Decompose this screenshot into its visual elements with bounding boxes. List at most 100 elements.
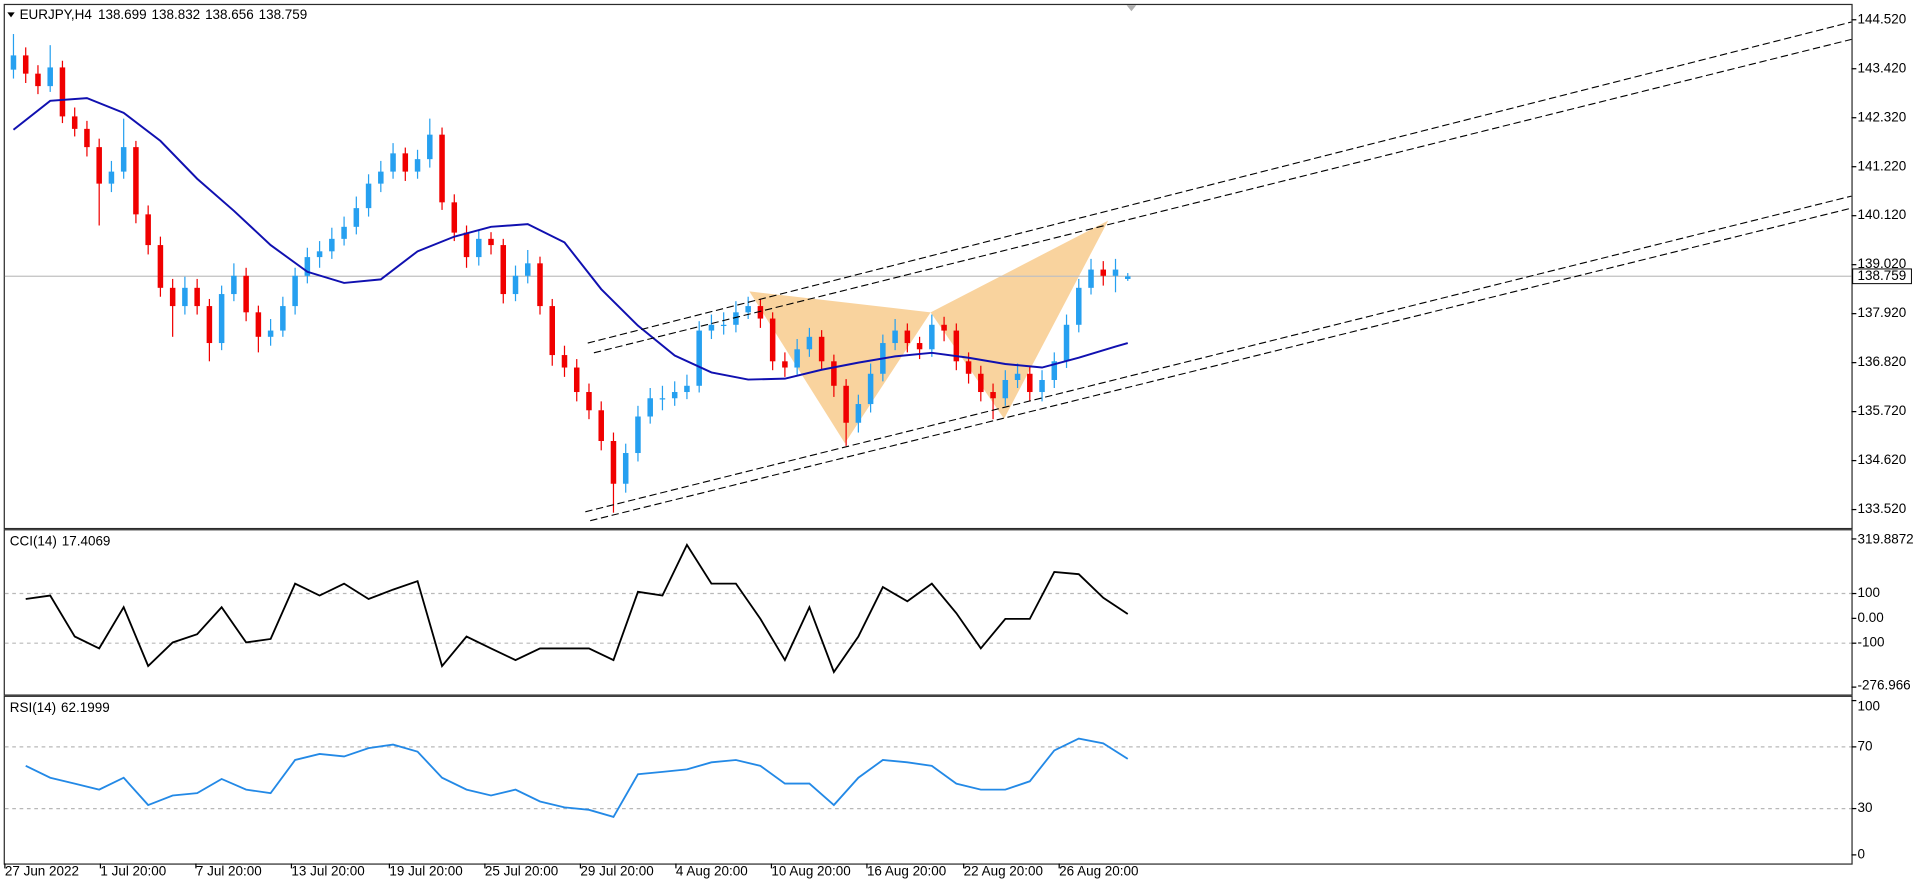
candle-body: [378, 171, 384, 184]
x-tick-label: 7 Jul 20:00: [196, 864, 262, 879]
candle-body: [133, 147, 139, 215]
candle-body: [1112, 269, 1119, 276]
y-tick-label: 142.320: [1858, 109, 1907, 124]
candle-body: [696, 330, 702, 386]
candle-body: [59, 67, 66, 117]
x-tick-label: 13 Jul 20:00: [291, 864, 364, 879]
candle-body: [500, 245, 507, 295]
candle-body: [439, 134, 445, 203]
candle-body: [794, 349, 800, 368]
x-tick-label: 16 Aug 20:00: [867, 864, 946, 879]
candle-body: [904, 330, 911, 344]
candle-body: [169, 287, 176, 307]
panel-borders: [3, 3, 1853, 865]
indicator-line: [25, 737, 1129, 819]
candle-body: [427, 134, 433, 160]
candle-body: [1014, 373, 1021, 380]
candle-body: [733, 312, 739, 325]
candle-body: [231, 275, 237, 295]
indicator-name: CCI(14): [10, 533, 57, 548]
candle-body: [806, 336, 813, 350]
menu-triangle: [7, 12, 15, 18]
candle-body: [390, 153, 396, 172]
candle-body: [120, 147, 127, 172]
y-tick-label: -100: [1858, 635, 1885, 650]
candle-body: [916, 343, 923, 350]
x-tick-label: 1 Jul 20:00: [100, 864, 166, 879]
channel-line: [585, 195, 1852, 513]
candle-body: [867, 373, 874, 405]
candle-body: [843, 385, 849, 423]
harmonic-pattern: [749, 291, 931, 444]
symbol: EURJPY,H4: [20, 6, 93, 21]
candle-body: [157, 245, 164, 288]
y-tick-label: 144.520: [1858, 11, 1907, 26]
x-tick-label: 22 Aug 20:00: [964, 864, 1043, 879]
x-tick-label: 19 Jul 20:00: [389, 864, 462, 879]
candle-body: [610, 441, 617, 484]
candle-body: [745, 306, 751, 313]
candle-body: [476, 238, 482, 258]
candle-body: [1063, 324, 1070, 362]
candle-body: [990, 392, 996, 399]
rsi-panel-border: [3, 695, 1853, 865]
y-tick-label: 319.8872: [1858, 532, 1914, 547]
x-tick-label: 4 Aug 20:00: [676, 864, 748, 879]
candle-body: [1125, 276, 1131, 279]
candle-body: [647, 398, 653, 417]
candle-body: [929, 324, 935, 350]
candle-body: [145, 214, 151, 246]
candle-body: [280, 306, 286, 331]
candle-body: [451, 202, 458, 233]
candle-body: [255, 312, 262, 337]
moving-average: [12, 97, 1129, 381]
candle-body: [598, 410, 604, 441]
y-tick-label: -276.966: [1858, 677, 1911, 692]
panel-2: 0 30 70 100 27 Jun 2022 1 Jul 20:00 7 Jul 20:0…: [4, 698, 1880, 879]
candle-body: [182, 287, 188, 307]
y-tick-label: 135.720: [1858, 403, 1907, 418]
candle-body: [292, 275, 298, 307]
candle-body: [622, 453, 629, 484]
candle-body: [855, 404, 862, 423]
candle-body: [720, 324, 727, 327]
candle-body: [108, 171, 115, 184]
candle-body: [671, 392, 678, 399]
harmonic-pattern: [930, 220, 1109, 419]
y-tick-label: 133.520: [1858, 501, 1907, 516]
candle-body: [84, 128, 90, 148]
candle-body: [1100, 269, 1107, 276]
candle-body: [818, 336, 825, 362]
candle-body: [965, 361, 972, 374]
current-price-box: [1852, 268, 1912, 285]
x-tick-label: 26 Aug 20:00: [1059, 864, 1138, 879]
indicator-name: RSI(14): [10, 700, 56, 715]
channel-line: [590, 207, 1852, 522]
y-tick-label: 134.620: [1858, 452, 1907, 467]
x-tick-label: 29 Jul 20:00: [580, 864, 653, 879]
high-price: 138.832: [152, 6, 201, 21]
y-tick-label: 141.220: [1858, 158, 1907, 173]
panel-0: 133.520 134.620 135.720 136.820 137.920 139.0…: [4, 11, 1912, 522]
candle-body: [586, 392, 592, 411]
main-panel-border: [3, 3, 1853, 530]
candle-body: [206, 306, 213, 344]
candle-body: [365, 183, 372, 209]
candle-body: [549, 306, 555, 356]
candle-body: [267, 330, 274, 337]
candle-body: [1051, 361, 1058, 380]
low-price: 138.656: [205, 6, 254, 21]
candle-body: [316, 251, 323, 258]
candle-body: [659, 398, 666, 400]
open-price: 138.699: [98, 6, 147, 21]
candle-body: [71, 116, 78, 129]
candle-body: [218, 294, 225, 344]
current-price-label: 138.759: [1858, 268, 1907, 283]
candle-body: [1027, 373, 1033, 393]
candle-body: [22, 55, 29, 74]
y-tick-label: 0: [1858, 846, 1865, 861]
candle-body: [10, 55, 17, 70]
y-tick-label: 100: [1858, 585, 1880, 600]
indicator-value: 17.4069: [62, 533, 111, 548]
